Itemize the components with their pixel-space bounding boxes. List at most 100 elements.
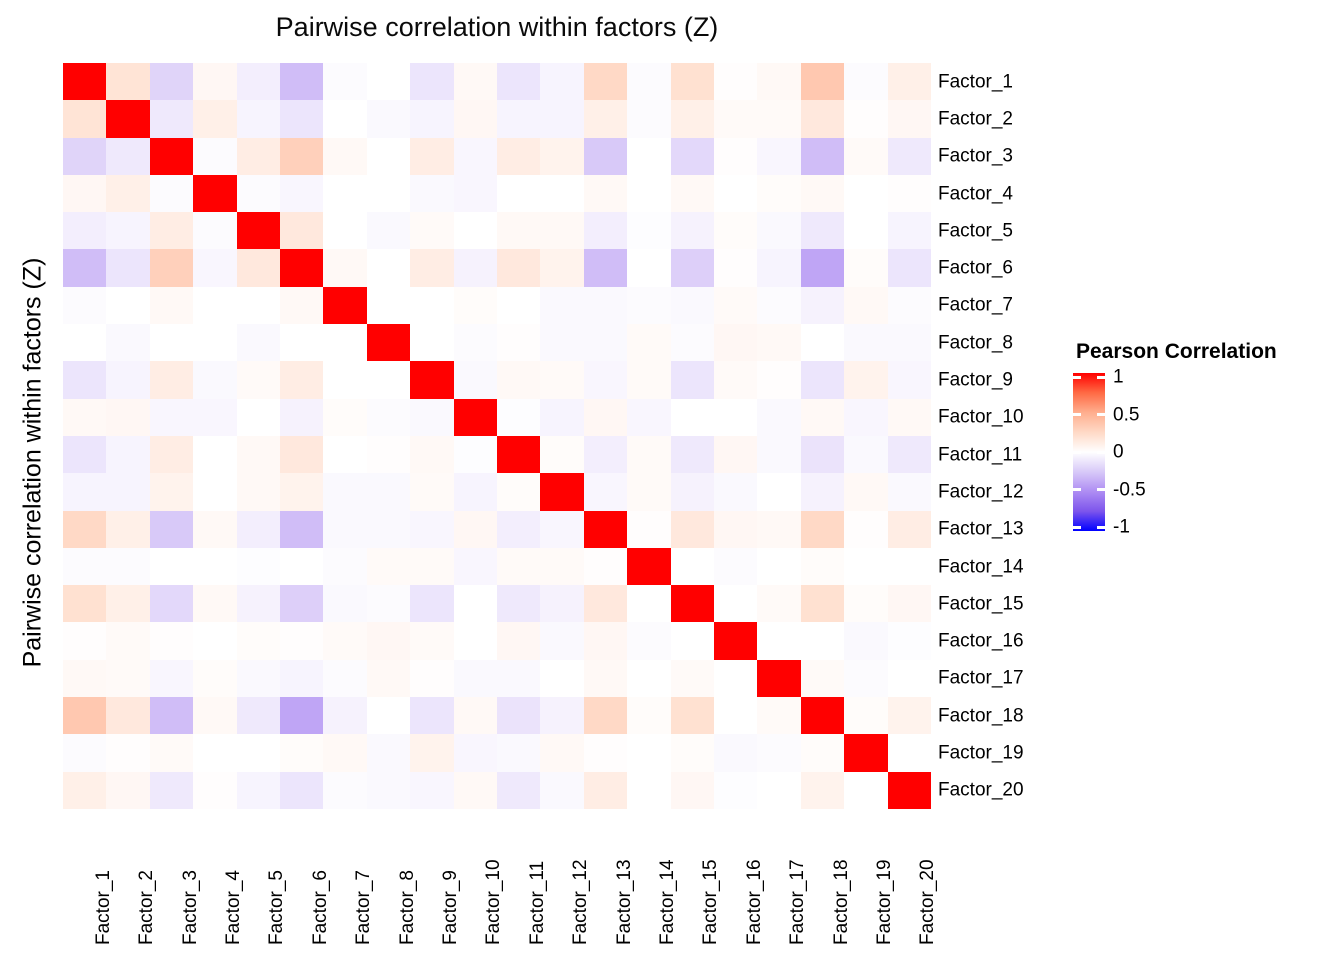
heatmap-cell <box>583 286 628 325</box>
x-axis-tick-label: Factor_7 <box>353 870 375 945</box>
heatmap-cell <box>844 734 888 772</box>
heatmap-cell <box>670 435 714 474</box>
heatmap-cell <box>193 659 237 698</box>
heatmap-cell <box>106 398 150 436</box>
heatmap-cell <box>627 547 671 586</box>
heatmap-cell <box>323 771 367 809</box>
heatmap-cell <box>540 585 584 623</box>
heatmap-cell <box>63 63 107 101</box>
heatmap-cell <box>497 473 541 511</box>
heatmap-cell <box>453 361 497 399</box>
heatmap-cell <box>366 734 411 772</box>
heatmap-cell <box>106 63 150 101</box>
heatmap-cell <box>149 398 194 436</box>
heatmap-cell <box>583 212 628 250</box>
heatmap-cell <box>844 510 888 548</box>
heatmap-cell <box>63 659 107 698</box>
x-axis-tick-label: Factor_16 <box>743 859 765 945</box>
x-axis-tick-label: Factor_13 <box>613 859 635 945</box>
x-axis-tick-label: Factor_2 <box>136 870 158 945</box>
heatmap-cell <box>800 361 845 399</box>
heatmap-cell <box>714 547 758 586</box>
heatmap-cell <box>236 137 280 175</box>
heatmap-cell <box>193 361 237 399</box>
heatmap-cell <box>844 473 888 511</box>
heatmap-cell <box>366 137 411 175</box>
heatmap-cell <box>106 324 150 362</box>
heatmap-cell <box>453 585 497 623</box>
heatmap-cell <box>627 697 671 735</box>
heatmap-cell <box>366 473 411 511</box>
heatmap-cell <box>236 585 280 623</box>
heatmap-cell <box>670 473 714 511</box>
heatmap-cell <box>844 100 888 138</box>
heatmap-cell <box>63 585 107 623</box>
heatmap-cell <box>714 212 758 250</box>
heatmap-cell <box>627 435 671 474</box>
heatmap-cell <box>323 63 367 101</box>
heatmap-cell <box>193 249 237 287</box>
heatmap-cell <box>366 63 411 101</box>
heatmap-cell <box>887 212 931 250</box>
heatmap-cell <box>627 734 671 772</box>
heatmap-cell <box>453 137 497 175</box>
heatmap-cell <box>410 659 454 698</box>
heatmap-cell <box>280 324 324 362</box>
y-axis-tick-label: Factor_3 <box>938 145 1013 167</box>
heatmap-cell <box>410 435 454 474</box>
heatmap-cell <box>627 212 671 250</box>
heatmap-cell <box>193 585 237 623</box>
heatmap-cell <box>627 174 671 213</box>
heatmap-cell <box>106 286 150 325</box>
heatmap-cell <box>453 510 497 548</box>
heatmap-cell <box>800 697 845 735</box>
heatmap-cell <box>193 324 237 362</box>
heatmap-cell <box>844 398 888 436</box>
heatmap-cell <box>236 286 280 325</box>
heatmap-cell <box>670 174 714 213</box>
legend-tick-mark <box>1097 375 1105 379</box>
heatmap-cell <box>149 622 194 660</box>
y-axis-tick-label: Factor_20 <box>938 779 1024 801</box>
heatmap-cell <box>63 137 107 175</box>
heatmap-cell <box>410 63 454 101</box>
heatmap-cell <box>193 398 237 436</box>
heatmap-cell <box>540 510 584 548</box>
heatmap-cell <box>670 510 714 548</box>
heatmap-cell <box>757 473 801 511</box>
heatmap-cell <box>497 249 541 287</box>
heatmap-cell <box>800 286 845 325</box>
heatmap-cell <box>410 697 454 735</box>
heatmap-cell <box>670 324 714 362</box>
heatmap-cell <box>236 510 280 548</box>
heatmap-cell <box>887 137 931 175</box>
heatmap-cell <box>627 324 671 362</box>
heatmap-cell <box>236 361 280 399</box>
y-axis-tick-label: Factor_8 <box>938 332 1013 354</box>
heatmap-cell <box>497 510 541 548</box>
heatmap-cell <box>714 622 758 660</box>
heatmap-cell <box>410 361 454 399</box>
heatmap-cell <box>63 547 107 586</box>
heatmap-cell <box>453 174 497 213</box>
heatmap-cell <box>323 734 367 772</box>
heatmap-cell <box>63 510 107 548</box>
heatmap-cell <box>583 697 628 735</box>
heatmap-cell <box>280 398 324 436</box>
heatmap-cell <box>106 212 150 250</box>
heatmap-cell <box>583 547 628 586</box>
heatmap-cell <box>280 63 324 101</box>
heatmap-cell <box>323 585 367 623</box>
x-axis-tick-label: Factor_6 <box>309 870 331 945</box>
heatmap-grid <box>63 63 931 809</box>
heatmap-cell <box>583 63 628 101</box>
heatmap-cell <box>627 473 671 511</box>
heatmap-cell <box>714 697 758 735</box>
heatmap-cell <box>149 324 194 362</box>
heatmap-cell <box>323 286 367 325</box>
heatmap-cell <box>280 473 324 511</box>
heatmap-cell <box>366 324 411 362</box>
heatmap-cell <box>540 771 584 809</box>
heatmap-cell <box>497 659 541 698</box>
heatmap-cell <box>497 174 541 213</box>
